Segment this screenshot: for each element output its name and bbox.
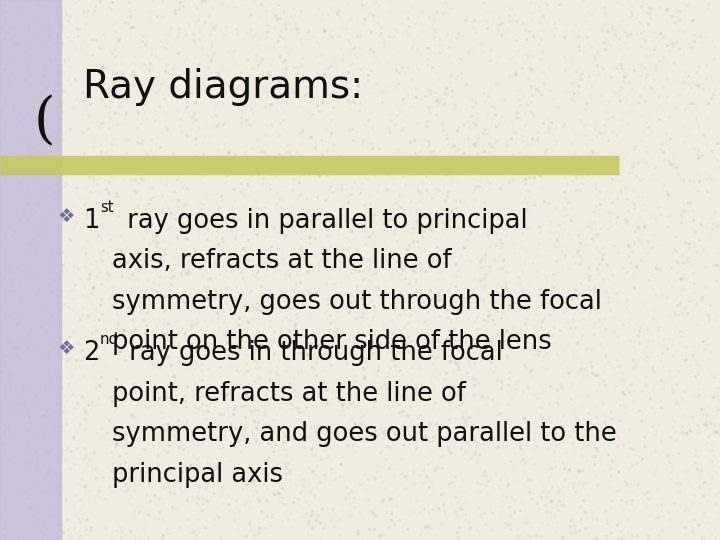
Text: ❖: ❖ — [58, 207, 75, 226]
Text: st: st — [100, 200, 114, 215]
Text: symmetry, and goes out parallel to the: symmetry, and goes out parallel to the — [112, 421, 616, 447]
Text: ❖: ❖ — [58, 339, 75, 358]
Text: Ray diagrams:: Ray diagrams: — [83, 68, 363, 105]
Text: (: ( — [34, 94, 55, 149]
Text: ray goes in through the focal: ray goes in through the focal — [121, 340, 503, 366]
Text: point, refracts at the line of: point, refracts at the line of — [112, 381, 465, 407]
Text: 2: 2 — [83, 340, 99, 366]
Text: ray goes in parallel to principal: ray goes in parallel to principal — [119, 208, 528, 234]
Text: symmetry, goes out through the focal: symmetry, goes out through the focal — [112, 289, 601, 315]
Text: 1: 1 — [83, 208, 99, 234]
Text: principal axis: principal axis — [112, 462, 283, 488]
Text: point on the other side of the lens: point on the other side of the lens — [112, 329, 552, 355]
Bar — [0, 0, 61, 540]
Text: nd: nd — [100, 332, 119, 347]
Text: axis, refracts at the line of: axis, refracts at the line of — [112, 248, 451, 274]
